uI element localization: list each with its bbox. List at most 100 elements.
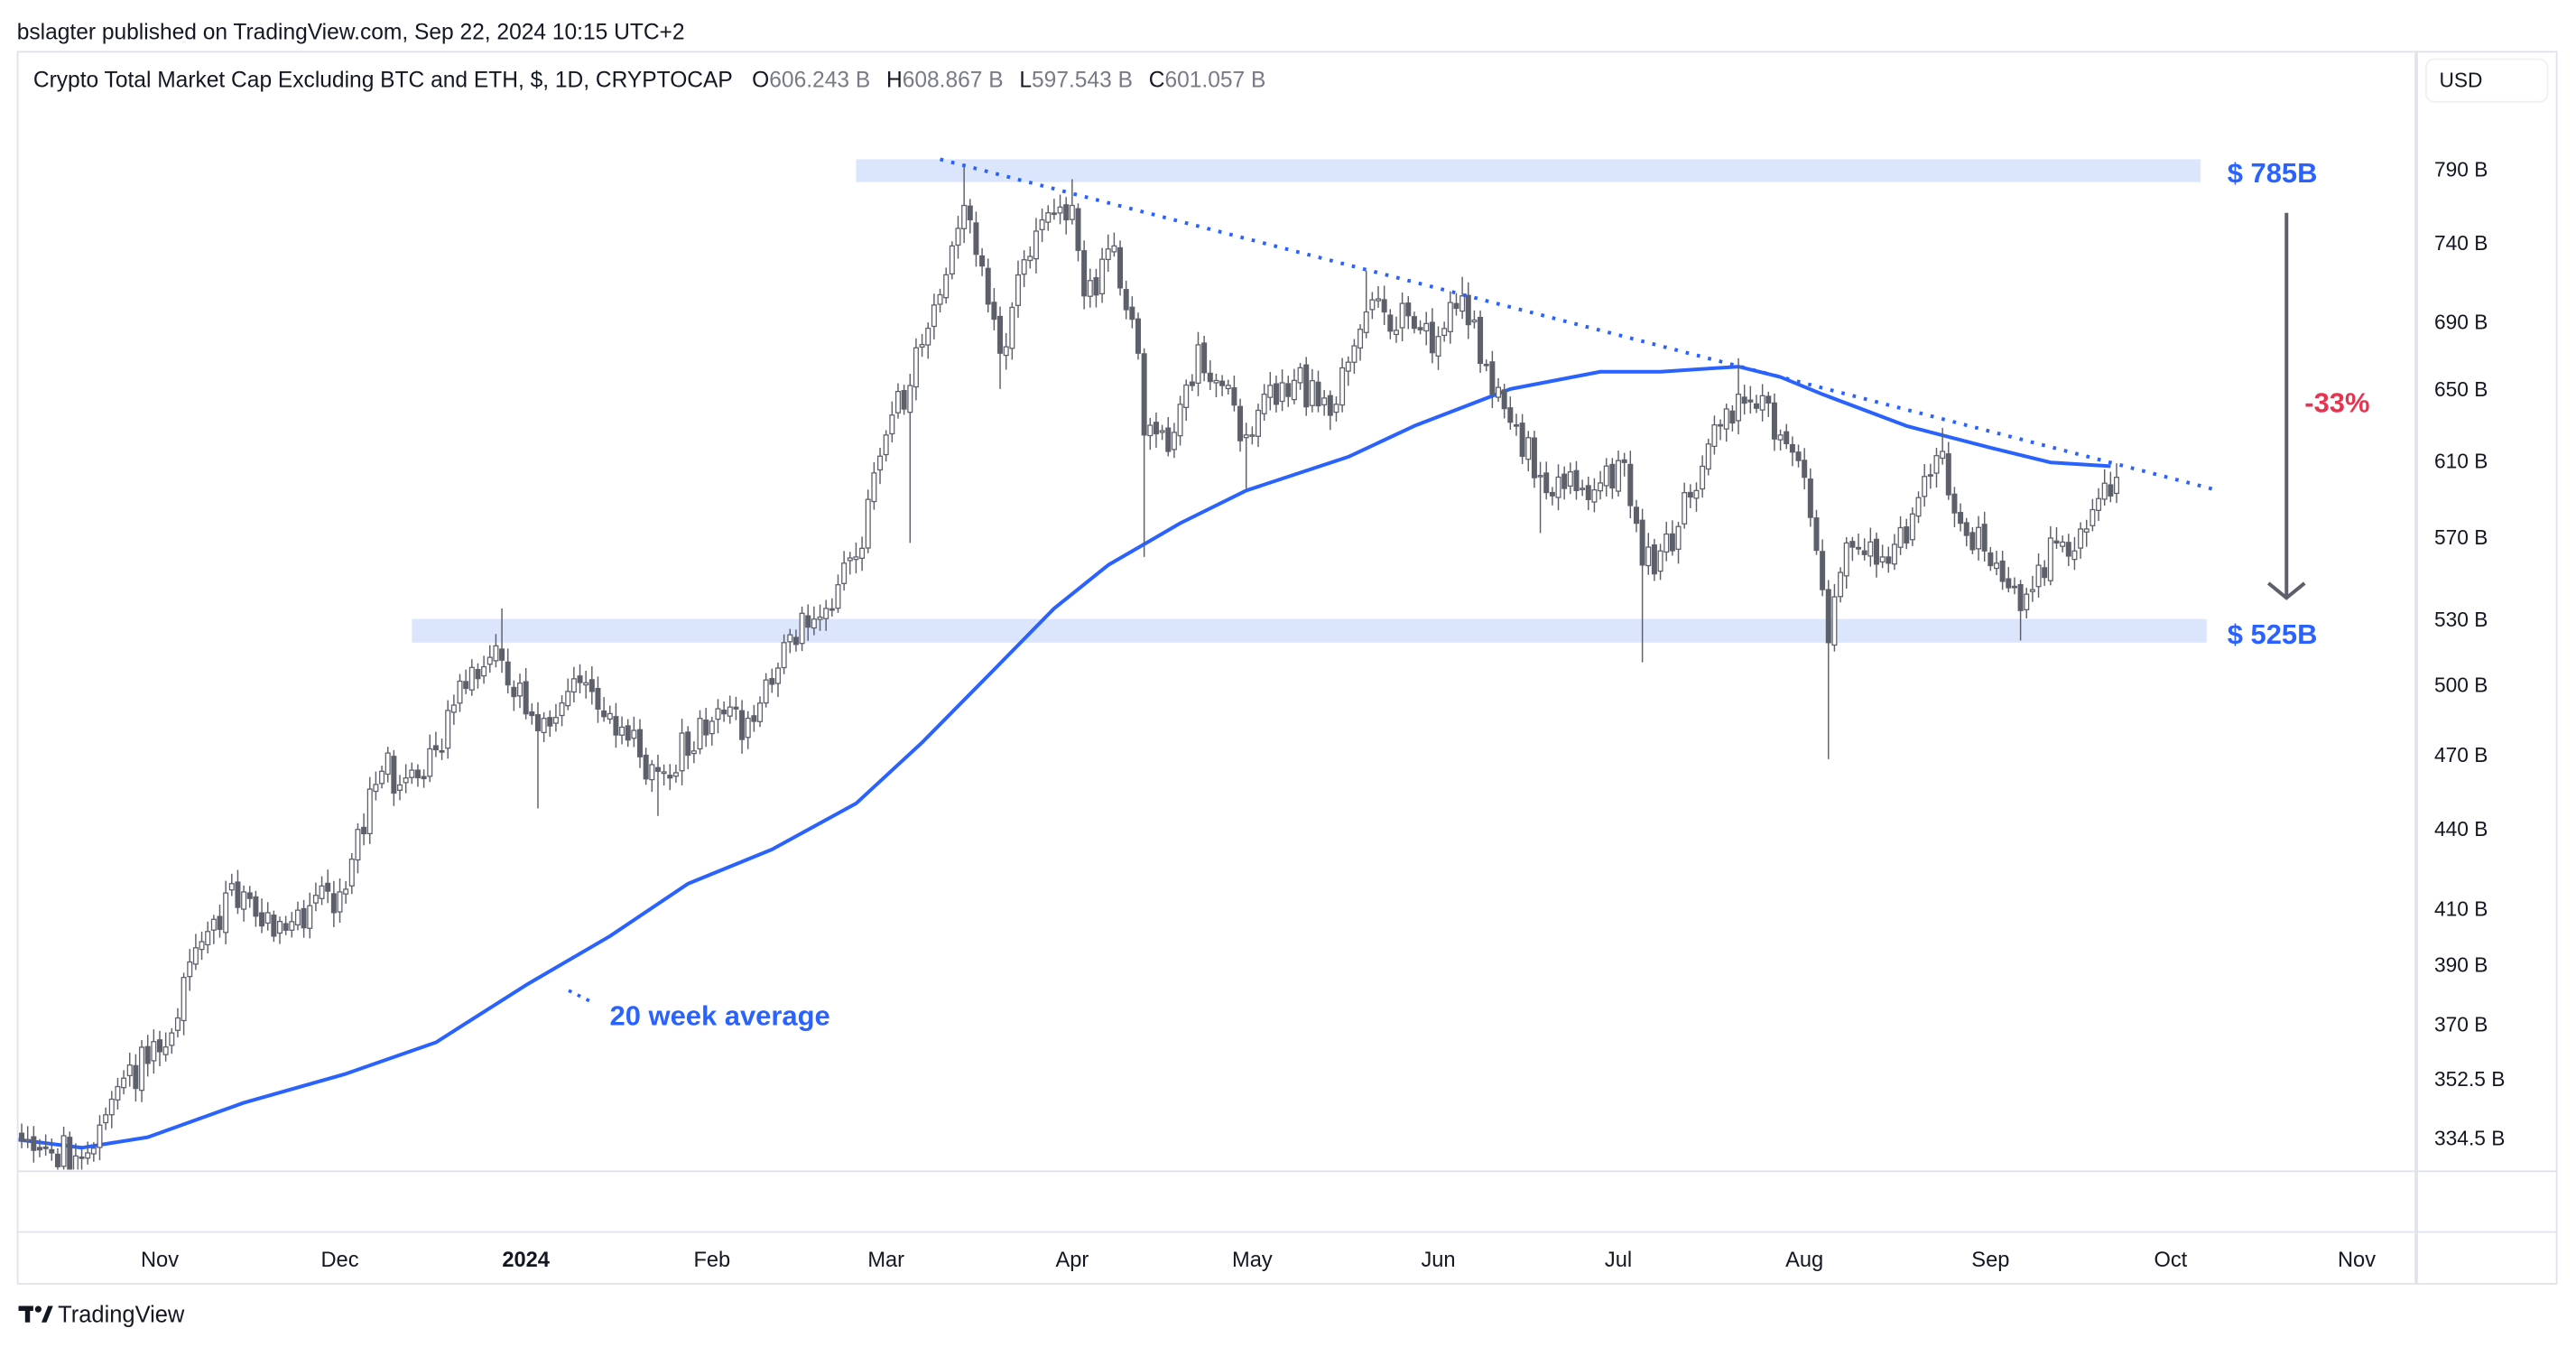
zones-layer bbox=[412, 159, 2207, 643]
candle-body-down bbox=[511, 686, 517, 698]
candle-body-up bbox=[174, 1017, 181, 1031]
candle bbox=[1351, 339, 1357, 375]
down-arrow[interactable] bbox=[2266, 212, 2306, 600]
candle-body-up bbox=[169, 1032, 175, 1046]
tradingview-logo[interactable]: TradingView bbox=[18, 1303, 185, 1328]
candle bbox=[486, 645, 493, 674]
candle bbox=[835, 574, 841, 613]
price-tick-label: 740 B bbox=[2434, 231, 2488, 255]
candle-body-up bbox=[1867, 541, 1874, 557]
candle bbox=[1321, 389, 1328, 416]
candle-body-up bbox=[949, 245, 955, 275]
price-axis[interactable]: 790 B 740 B 690 B 650 B 610 B 570 B 530 B 500 B… bbox=[2434, 158, 2505, 1150]
candle-body-up bbox=[2096, 497, 2102, 511]
candle bbox=[1267, 372, 1274, 411]
candle bbox=[1507, 396, 1514, 430]
candle bbox=[1537, 461, 1543, 534]
candle-body-up bbox=[1213, 379, 1219, 384]
candle-body-up bbox=[1033, 230, 1039, 260]
candle-body-up bbox=[745, 717, 751, 739]
candle-body-down bbox=[1381, 299, 1387, 313]
candle-body-up bbox=[679, 732, 685, 772]
candle-body-down bbox=[1189, 381, 1195, 386]
candle bbox=[115, 1077, 121, 1110]
price-tick-label: 790 B bbox=[2434, 158, 2488, 181]
candle-body-up bbox=[355, 829, 361, 861]
candle bbox=[217, 904, 223, 938]
candle-body-down bbox=[235, 881, 241, 908]
candle bbox=[2113, 463, 2120, 504]
candle-body-up bbox=[517, 683, 524, 697]
drop-percent-label[interactable]: -33% bbox=[2304, 387, 2369, 419]
candle-body-up bbox=[1099, 258, 1106, 294]
candle-body-down bbox=[1873, 538, 1879, 565]
candle bbox=[859, 536, 866, 571]
candle bbox=[505, 648, 511, 694]
support-label[interactable]: $ 525B bbox=[2228, 618, 2318, 650]
candle bbox=[1843, 536, 1849, 590]
candle-body-up bbox=[871, 472, 877, 503]
candle-body-down bbox=[967, 205, 973, 221]
candle bbox=[1021, 250, 1027, 287]
resistance-label[interactable]: $ 785B bbox=[2228, 157, 2318, 189]
time-tick-label: Oct bbox=[2154, 1249, 2187, 1272]
price-tick-label: 352.5 B bbox=[2434, 1067, 2505, 1091]
candle bbox=[2108, 471, 2114, 503]
candle-body-up bbox=[1567, 471, 1573, 487]
candle-body-down bbox=[2108, 484, 2114, 497]
candle bbox=[1700, 455, 1706, 498]
candle bbox=[414, 764, 421, 787]
candle bbox=[1993, 551, 1999, 576]
candle bbox=[1621, 452, 1627, 477]
candle bbox=[913, 338, 919, 401]
candle bbox=[42, 1134, 49, 1157]
candle-body-down bbox=[1429, 321, 1435, 354]
candle bbox=[1909, 506, 1915, 546]
candle bbox=[883, 430, 889, 462]
candle bbox=[733, 696, 739, 720]
candle bbox=[24, 1126, 31, 1148]
candle bbox=[1297, 363, 1303, 390]
candle-body-down bbox=[156, 1039, 162, 1053]
candle bbox=[985, 258, 991, 313]
candle bbox=[330, 880, 337, 927]
candle bbox=[72, 1143, 79, 1170]
candle bbox=[2024, 588, 2030, 618]
candle-body-down bbox=[2006, 578, 2012, 589]
candle-body-down bbox=[625, 725, 631, 741]
sma-label[interactable]: 20 week average bbox=[610, 999, 830, 1031]
candle bbox=[1027, 246, 1033, 269]
candle bbox=[672, 764, 679, 783]
candle-body-down bbox=[1651, 543, 1657, 575]
candle-body-up bbox=[450, 704, 457, 713]
candle-body-up bbox=[1435, 336, 1441, 357]
candle-body-down bbox=[499, 648, 505, 661]
candle bbox=[223, 880, 229, 945]
price-tick-label: 370 B bbox=[2434, 1012, 2488, 1036]
candle bbox=[1543, 461, 1550, 500]
candle-body-up bbox=[1922, 476, 1928, 497]
currency-button[interactable]: USD bbox=[2425, 58, 2549, 103]
candle bbox=[1958, 503, 1964, 532]
candle-body-up bbox=[264, 912, 271, 924]
symbol-title: Crypto Total Market Cap Excluding BTC an… bbox=[33, 68, 733, 92]
candle-body-down bbox=[733, 706, 739, 710]
candle bbox=[937, 288, 943, 313]
candle-body-up bbox=[817, 616, 823, 620]
candle bbox=[1303, 357, 1310, 416]
candle-body-up bbox=[1603, 465, 1609, 487]
time-axis[interactable]: Nov Dec 2024 Feb Mar Apr May Jun Jul Aug Sep Oct Nov bbox=[141, 1249, 2376, 1272]
candle bbox=[679, 719, 685, 785]
candle-body-down bbox=[49, 1148, 55, 1154]
candle bbox=[205, 921, 211, 953]
trendline-layer bbox=[940, 157, 2219, 493]
candle bbox=[517, 674, 524, 709]
candle bbox=[379, 766, 385, 789]
candle-body-down bbox=[1886, 556, 1892, 564]
candle bbox=[1759, 384, 1765, 422]
candle bbox=[1309, 368, 1315, 413]
candle bbox=[403, 764, 409, 794]
candle-body-down bbox=[1285, 383, 1292, 397]
candle-body-down bbox=[901, 389, 907, 410]
candle bbox=[1669, 520, 1675, 556]
